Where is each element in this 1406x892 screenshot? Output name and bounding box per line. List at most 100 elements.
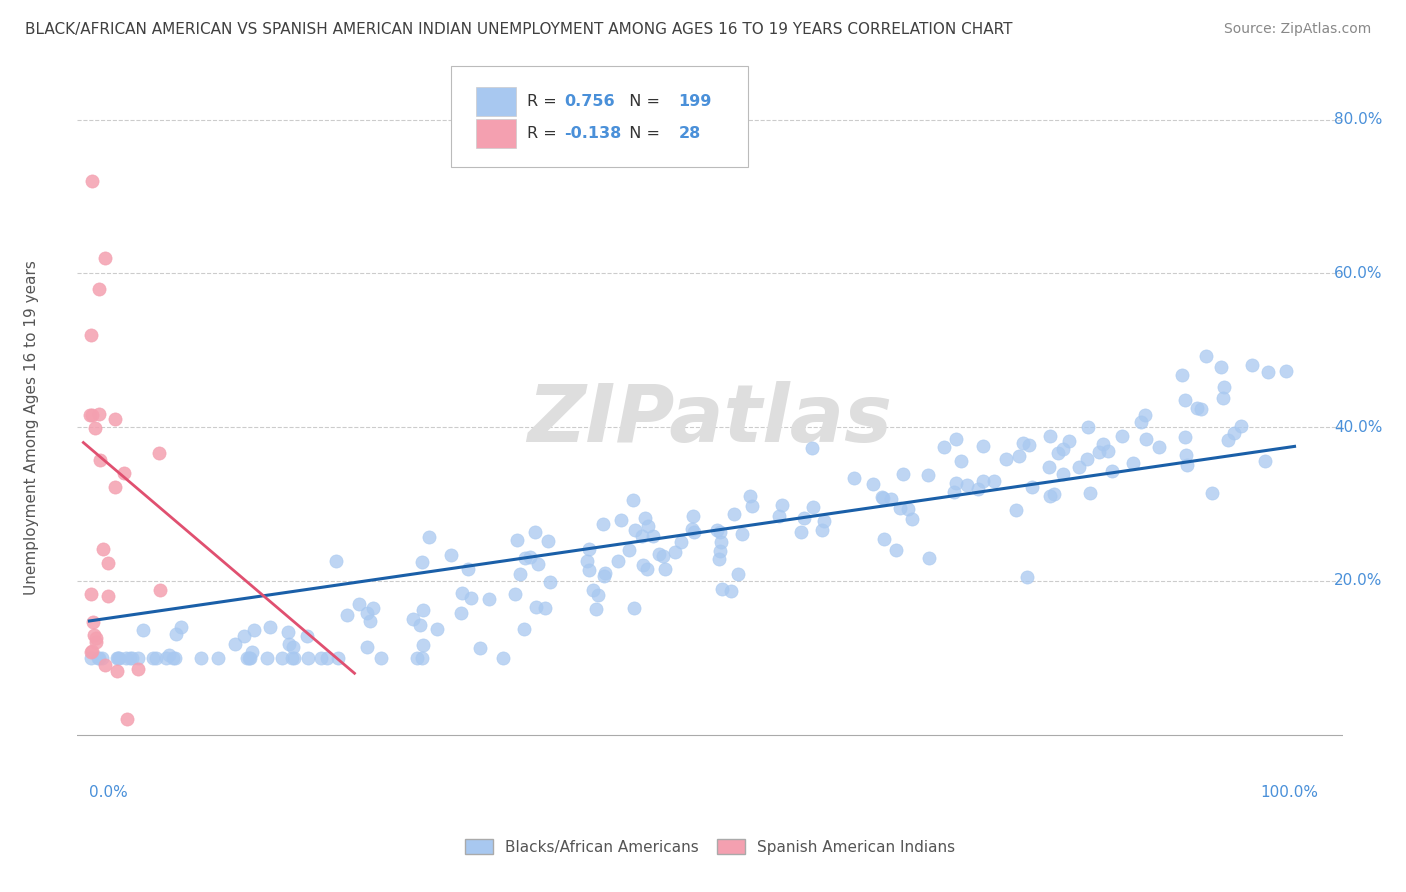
FancyBboxPatch shape — [450, 65, 748, 168]
Point — [1043, 486, 1066, 500]
Point — [1185, 401, 1208, 416]
Point — [707, 552, 730, 566]
Point — [89, 453, 111, 467]
Point — [1111, 428, 1133, 442]
Point — [470, 640, 492, 655]
Point — [1274, 364, 1296, 378]
Point — [1067, 459, 1090, 474]
Point — [768, 509, 790, 524]
Point — [524, 600, 547, 615]
Point — [1080, 485, 1102, 500]
Point — [1175, 458, 1198, 472]
Point — [409, 617, 432, 632]
Point — [1174, 392, 1197, 407]
Point — [1223, 426, 1246, 441]
Point — [277, 624, 299, 639]
Text: R =: R = — [527, 126, 561, 141]
Text: N =: N = — [619, 126, 665, 141]
Point — [1230, 419, 1253, 434]
Point — [89, 651, 111, 665]
Point — [621, 493, 644, 508]
Point — [79, 408, 101, 422]
Point — [683, 525, 706, 540]
Point — [1017, 570, 1039, 584]
Text: 40.0%: 40.0% — [1334, 419, 1382, 434]
Point — [112, 467, 135, 481]
Point — [770, 498, 793, 512]
Point — [97, 589, 120, 603]
Point — [1076, 452, 1098, 467]
Point — [897, 502, 920, 516]
Point — [1218, 433, 1240, 447]
Point — [950, 454, 973, 468]
Point — [1039, 489, 1062, 503]
Point — [165, 651, 187, 665]
Text: N =: N = — [619, 95, 665, 109]
Point — [710, 582, 733, 597]
Point — [727, 567, 749, 582]
Point — [91, 651, 114, 665]
Point — [889, 501, 911, 516]
Text: BLACK/AFRICAN AMERICAN VS SPANISH AMERICAN INDIAN UNEMPLOYMENT AMONG AGES 16 TO : BLACK/AFRICAN AMERICAN VS SPANISH AMERIC… — [25, 22, 1012, 37]
Point — [681, 522, 703, 536]
Point — [283, 640, 305, 654]
Point — [633, 511, 655, 525]
Point — [440, 548, 463, 562]
Point — [80, 644, 103, 658]
Point — [1039, 429, 1062, 443]
Point — [793, 511, 815, 525]
Point — [515, 550, 537, 565]
Text: R =: R = — [527, 95, 561, 109]
Point — [115, 651, 138, 665]
Point — [873, 533, 896, 547]
Point — [402, 612, 425, 626]
Point — [1018, 438, 1040, 452]
Point — [606, 554, 628, 568]
Point — [741, 500, 763, 514]
Point — [918, 551, 941, 566]
Point — [492, 651, 515, 665]
Point — [872, 491, 894, 506]
Text: 0.0%: 0.0% — [90, 785, 128, 800]
Point — [359, 614, 381, 628]
Point — [1052, 467, 1074, 481]
Point — [588, 588, 610, 602]
Point — [326, 651, 349, 665]
Point — [585, 602, 607, 616]
Point — [84, 631, 107, 645]
Text: 100.0%: 100.0% — [1261, 785, 1319, 800]
Text: 20.0%: 20.0% — [1334, 574, 1382, 589]
Point — [87, 651, 110, 665]
Point — [813, 514, 835, 528]
Text: 199: 199 — [679, 95, 711, 109]
Point — [740, 489, 762, 503]
Point — [450, 586, 472, 600]
Point — [478, 591, 501, 606]
Point — [891, 467, 914, 481]
Point — [84, 421, 107, 435]
Point — [884, 543, 907, 558]
Point — [593, 569, 616, 583]
Point — [80, 645, 103, 659]
Point — [162, 651, 184, 665]
Point — [513, 622, 536, 636]
Point — [1212, 392, 1234, 406]
Text: 28: 28 — [679, 126, 700, 141]
Point — [93, 251, 115, 265]
Point — [624, 524, 647, 538]
Point — [578, 541, 600, 556]
Point — [870, 490, 893, 504]
Point — [801, 500, 824, 514]
Point — [148, 446, 170, 460]
Text: Unemployment Among Ages 16 to 19 years: Unemployment Among Ages 16 to 19 years — [24, 260, 39, 595]
Point — [811, 523, 834, 537]
Point — [80, 327, 103, 342]
Point — [578, 563, 600, 577]
Point — [295, 629, 318, 643]
Point — [370, 651, 392, 665]
Point — [127, 651, 149, 665]
Point — [1147, 440, 1170, 454]
Point — [411, 555, 433, 569]
Point — [1253, 453, 1275, 467]
Point — [256, 651, 278, 665]
